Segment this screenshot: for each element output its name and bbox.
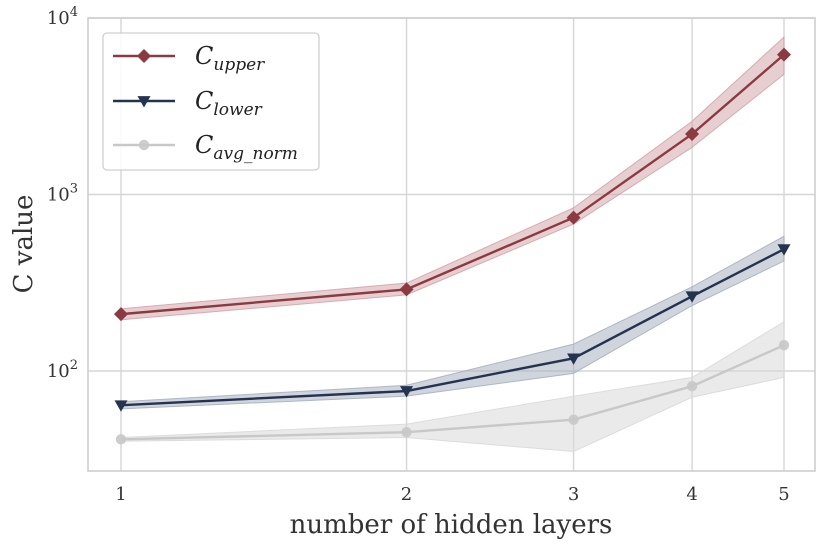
legend-c-upper-marker	[137, 49, 151, 63]
y-tick-label-1000: 103	[47, 182, 78, 206]
c-avg-norm-point-4	[686, 381, 698, 392]
y-tick-base: 10	[47, 361, 70, 382]
y-tick-exponent: 4	[70, 5, 78, 20]
y-tick-exponent: 2	[70, 358, 78, 373]
legend-label-subscript: upper	[213, 55, 265, 75]
c-avg-norm-point-1	[115, 434, 127, 445]
x-tick-label-1: 1	[115, 484, 126, 505]
c-lower-point-3	[567, 353, 581, 365]
c-upper-point-5	[777, 47, 791, 62]
legend-label-main: C	[195, 131, 213, 159]
x-ticks: 1 2 3 4 5	[115, 484, 789, 505]
c-upper-point-3	[566, 210, 581, 225]
c-lower-band	[120, 235, 785, 410]
c-avg-norm-point-3	[568, 414, 579, 425]
series-markers	[114, 47, 791, 445]
legend-frame	[102, 32, 320, 171]
c-upper-point-2	[399, 282, 414, 297]
y-tick-label-100: 102	[47, 358, 78, 382]
c-lower-point-1	[114, 400, 128, 412]
c-upper-point-1	[114, 307, 128, 322]
y-tick-label-10000: 104	[47, 5, 78, 29]
plot-area-frame	[87, 17, 816, 472]
c-upper-band	[120, 35, 785, 321]
c-upper-point-4	[685, 127, 700, 142]
c-lower-point-5	[777, 244, 791, 256]
x-tick-label-2: 2	[401, 484, 412, 505]
legend-c-upper-label: Cupper	[195, 42, 265, 75]
y-tick-base: 10	[47, 185, 70, 206]
y-tick-base: 10	[47, 8, 70, 29]
c-lower-point-2	[400, 386, 414, 398]
legend-c-avg-norm-marker	[138, 139, 150, 151]
legend-label-main: C	[195, 42, 213, 70]
c-lower-point-4	[685, 291, 699, 303]
legend-label-main: C	[195, 87, 213, 115]
legend-c-lower-label: Clower	[195, 87, 263, 120]
y-axis-title: C value	[9, 195, 39, 294]
c-avg-norm-point-5	[778, 340, 790, 351]
legend-c-lower-marker	[137, 96, 151, 108]
x-axis-title: number of hidden layers	[290, 510, 613, 540]
x-tick-label-4: 4	[686, 484, 697, 505]
legend-label-subscript: avg_norm	[213, 144, 298, 164]
legend-c-avg-norm-label: Cavg_norm	[195, 131, 298, 164]
x-tick-label-5: 5	[778, 484, 789, 505]
y-tick-exponent: 3	[70, 182, 78, 197]
c-avg-norm-band	[120, 320, 785, 452]
confidence-bands	[120, 35, 785, 452]
x-tick-label-3: 3	[568, 484, 579, 505]
c-avg-norm-point-2	[401, 427, 412, 438]
legend-label-subscript: lower	[213, 100, 262, 120]
